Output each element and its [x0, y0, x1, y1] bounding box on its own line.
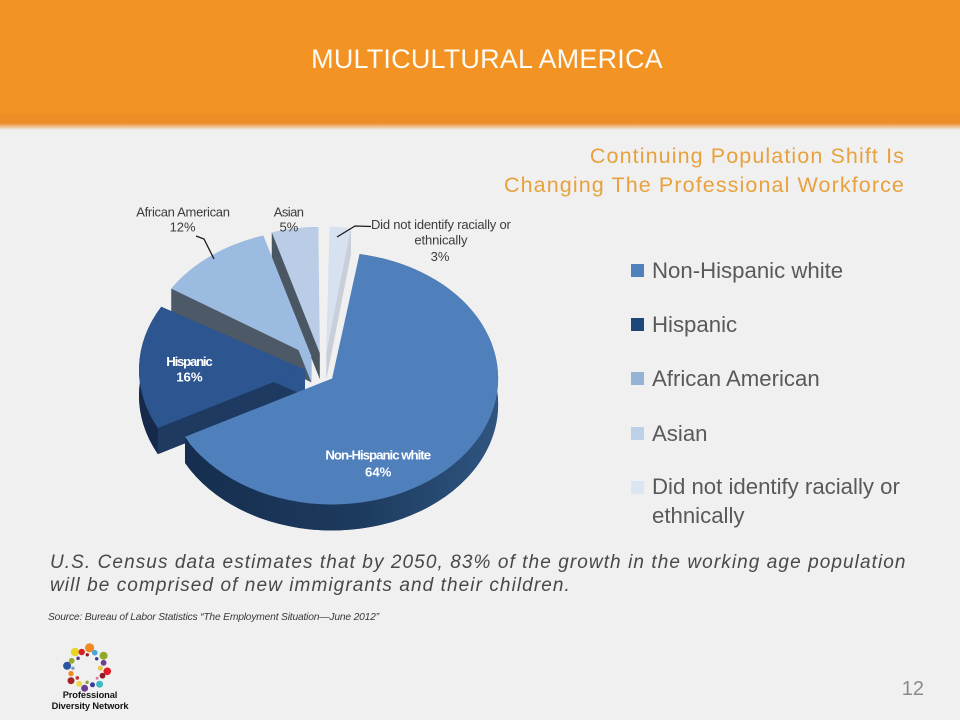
svg-text:Did not identify racially or: Did not identify racially or: [371, 217, 512, 232]
svg-text:Asian: Asian: [274, 205, 304, 220]
svg-text:ethnically: ethnically: [414, 232, 468, 247]
svg-text:Non-Hispanic white: Non-Hispanic white: [325, 448, 431, 463]
svg-text:5%: 5%: [280, 220, 299, 235]
svg-text:3%: 3%: [431, 249, 450, 264]
svg-text:64%: 64%: [365, 465, 392, 480]
svg-text:12%: 12%: [170, 220, 196, 235]
svg-text:16%: 16%: [176, 370, 203, 385]
svg-text:African American: African American: [136, 205, 230, 220]
svg-text:Hispanic: Hispanic: [166, 354, 212, 369]
